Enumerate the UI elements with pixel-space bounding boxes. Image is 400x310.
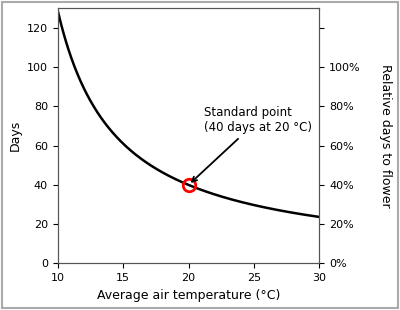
Text: Standard point
(40 days at 20 °C): Standard point (40 days at 20 °C) (192, 106, 312, 182)
Y-axis label: Days: Days (8, 120, 21, 152)
Y-axis label: Relative days to flower: Relative days to flower (379, 64, 392, 208)
X-axis label: Average air temperature (°C): Average air temperature (°C) (97, 289, 280, 302)
